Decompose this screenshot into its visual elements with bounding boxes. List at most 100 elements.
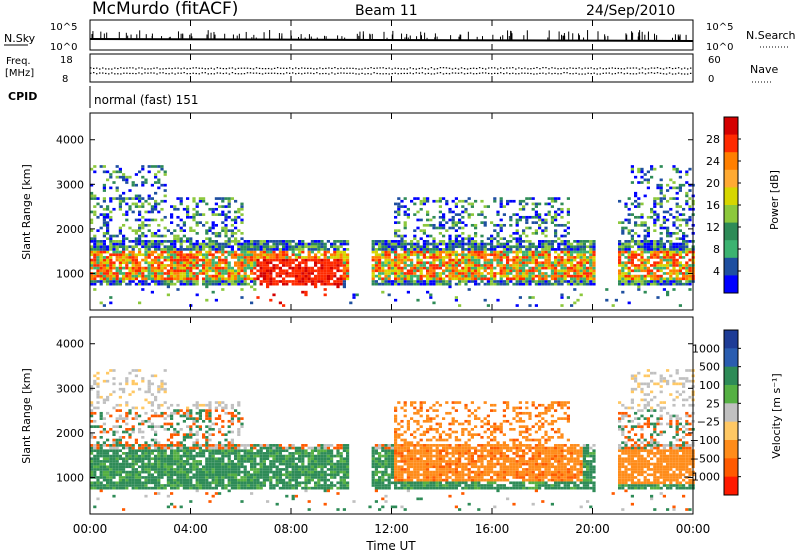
range-gate-cell: [515, 248, 519, 251]
range-gate-cell: [502, 272, 506, 275]
nave-point: [276, 72, 279, 75]
range-gate-cell: [179, 250, 183, 254]
range-gate-cell: [278, 258, 282, 262]
range-gate-cell: [256, 269, 260, 273]
range-gate-cell: [464, 272, 468, 275]
range-gate-cell: [573, 282, 577, 286]
range-gate-cell: [125, 422, 129, 426]
range-gate-cell: [250, 242, 254, 246]
range-gate-cell: [138, 446, 142, 450]
range-gate-cell: [195, 274, 199, 278]
range-gate-cell: [157, 385, 161, 388]
range-gate-cell: [531, 253, 535, 257]
range-gate-cell: [397, 253, 401, 257]
range-gate-cell: [208, 460, 212, 463]
range-gate-cell: [496, 272, 500, 275]
range-gate-cell: [96, 462, 100, 466]
range-gate-cell: [125, 486, 129, 490]
range-gate-cell: [118, 470, 122, 474]
range-gate-cell: [496, 298, 500, 302]
range-gate-cell: [483, 242, 487, 246]
range-gate-cell: [125, 476, 129, 479]
range-gate-cell: [170, 242, 174, 246]
range-gate-cell: [538, 282, 542, 286]
range-gate-cell: [637, 197, 641, 200]
range-gate-cell: [490, 237, 494, 241]
range-gate-cell: [150, 425, 154, 428]
range-gate-cell: [134, 449, 138, 453]
range-gate-cell: [144, 446, 148, 450]
range-gate-cell: [538, 277, 542, 281]
range-gate-cell: [138, 250, 142, 254]
range-gate-cell: [134, 406, 138, 410]
range-gate-cell: [554, 250, 558, 254]
range-gate-cell: [438, 223, 442, 227]
range-gate-cell: [106, 468, 110, 471]
range-gate-cell: [320, 266, 324, 270]
range-gate-cell: [205, 280, 209, 283]
range-gate-cell: [163, 170, 167, 174]
range-gate-cell: [96, 481, 100, 485]
range-gate-cell: [237, 258, 241, 262]
range-gate-cell: [246, 261, 250, 265]
range-gate-cell: [400, 280, 404, 283]
range-gate-cell: [99, 250, 103, 254]
range-gate-cell: [531, 296, 535, 299]
range-gate-cell: [122, 272, 126, 275]
range-gate-cell: [176, 248, 180, 251]
cpid-value: normal (fast) 151: [94, 93, 198, 107]
range-gate-cell: [96, 197, 100, 200]
freq-point: [397, 67, 399, 70]
range-gate-cell: [346, 248, 350, 251]
range-gate-cell: [470, 237, 474, 241]
range-gate-cell: [678, 280, 682, 283]
range-gate-cell: [205, 460, 209, 463]
range-gate-cell: [186, 417, 190, 420]
range-gate-cell: [451, 240, 455, 243]
range-gate-cell: [538, 253, 542, 257]
range-gate-cell: [99, 240, 103, 243]
range-gate-cell: [566, 248, 570, 251]
range-gate-cell: [662, 264, 666, 267]
range-gate-cell: [102, 213, 106, 216]
range-gate-cell: [128, 411, 132, 415]
range-gate-cell: [346, 266, 350, 270]
nave-point: [599, 73, 601, 75]
range-gate-cell: [557, 269, 561, 273]
range-gate-cell: [112, 245, 116, 249]
range-gate-cell: [394, 269, 398, 273]
range-gate-cell: [454, 197, 458, 200]
range-gate-cell: [400, 242, 404, 246]
range-gate-cell: [672, 197, 676, 200]
range-gate-cell: [157, 264, 161, 267]
range-gate-cell: [131, 417, 135, 420]
range-gate-cell: [419, 253, 423, 257]
range-gate-cell: [387, 272, 391, 275]
range-gate-cell: [282, 264, 286, 267]
range-gate-cell: [381, 250, 385, 254]
range-gate-cell: [115, 438, 119, 442]
range-gate-cell: [176, 411, 180, 415]
range-gate-cell: [557, 237, 561, 241]
range-gate-cell: [115, 234, 119, 238]
range-gate-cell: [342, 269, 346, 273]
range-gate-cell: [198, 417, 202, 420]
range-gate-cell: [499, 250, 503, 254]
range-gate-cell: [138, 218, 142, 222]
range-gate-cell: [688, 264, 692, 267]
range-gate-cell: [442, 218, 446, 222]
range-gate-cell: [630, 202, 634, 206]
range-gate-cell: [269, 298, 273, 302]
range-gate-cell: [125, 481, 129, 485]
range-gate-cell: [166, 256, 170, 259]
range-gate-cell: [182, 444, 186, 447]
range-gate-cell: [205, 250, 209, 254]
freq-point: [304, 67, 306, 69]
freq-point: [162, 68, 164, 70]
range-gate-cell: [662, 197, 666, 200]
range-gate-cell: [518, 199, 522, 203]
range-gate-cell: [96, 229, 100, 233]
range-gate-cell: [138, 253, 142, 257]
range-gate-cell: [122, 436, 126, 439]
